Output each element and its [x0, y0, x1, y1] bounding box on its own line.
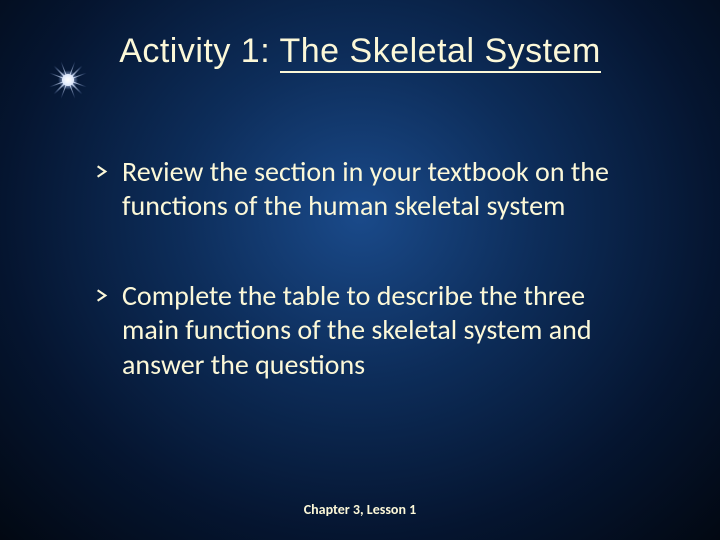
chevron-right-icon — [95, 165, 108, 178]
slide-title: Activity 1: The Skeletal System — [0, 32, 720, 71]
title-prefix: Activity 1: — [119, 32, 279, 70]
bullet-item: Review the section in your textbook on t… — [95, 155, 640, 223]
bullet-text: Review the section in your textbook on t… — [122, 155, 640, 223]
slide-footer: Chapter 3, Lesson 1 — [0, 501, 720, 518]
bullet-list: Review the section in your textbook on t… — [95, 155, 640, 438]
bullet-text: Complete the table to describe the three… — [122, 279, 640, 381]
chevron-right-icon — [95, 289, 108, 302]
bullet-item: Complete the table to describe the three… — [95, 279, 640, 381]
title-emphasis: The Skeletal System — [280, 32, 601, 73]
